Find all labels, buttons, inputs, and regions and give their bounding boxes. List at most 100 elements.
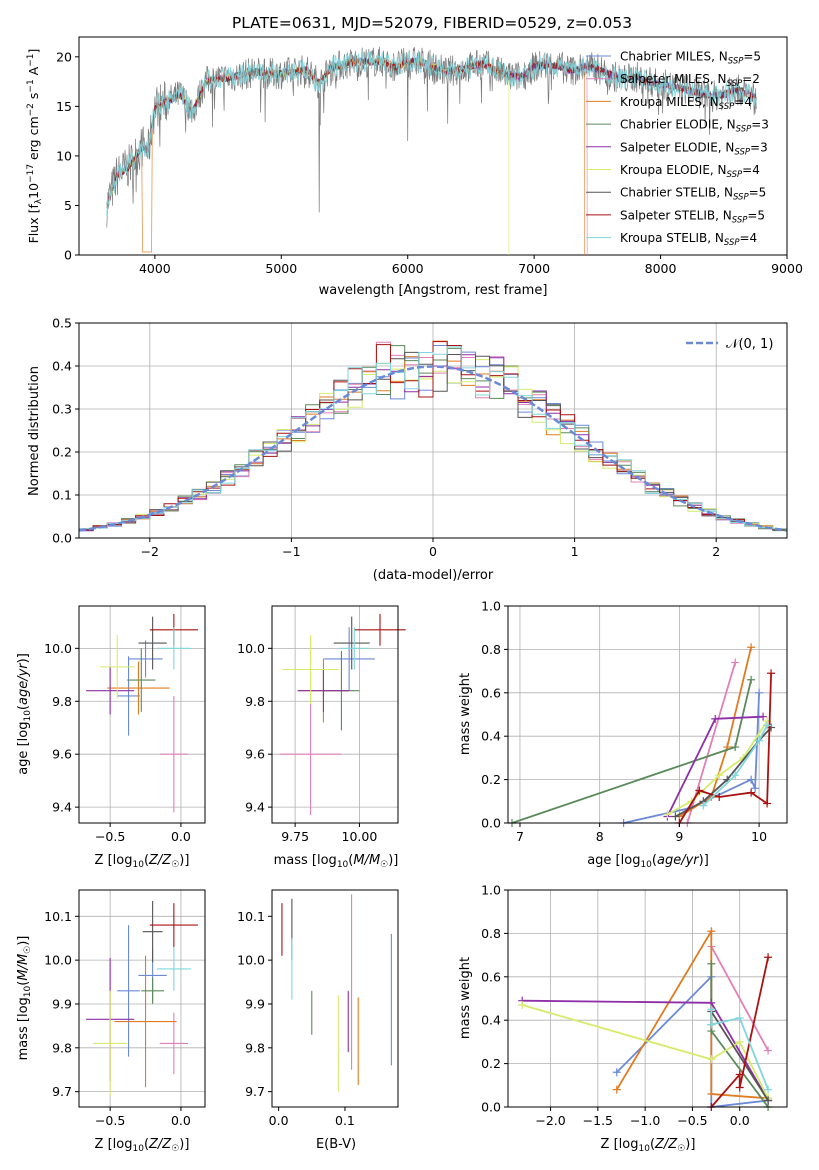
mw-age-point-marker: [747, 643, 756, 652]
mw-age-point-marker: [663, 810, 672, 819]
mw-age-xtick-label: 8: [596, 829, 604, 844]
spectrum-xtick-label: 8000: [645, 261, 677, 276]
mw-z-point-marker: [764, 953, 773, 962]
mw-age-xtick-label: 7: [516, 829, 524, 844]
mw-z-ytick-label: 1.0: [481, 883, 501, 898]
spectrum-ytick-label: 10: [56, 148, 72, 163]
histogram-ytick-label: 0.4: [52, 359, 72, 374]
legend-label: Salpeter MILES, NSSP=2: [620, 72, 760, 89]
legend-label: Salpeter ELODIE, NSSP=3: [620, 140, 768, 157]
mw-age-point-marker: [699, 801, 708, 810]
mw-z-series-line: [521, 1004, 769, 1099]
mass-ebv-errorbars: [281, 894, 392, 1092]
histogram-ylabel: Normed distribution: [27, 366, 42, 496]
spectrum-xtick-label: 9000: [771, 261, 803, 276]
age-z-axes-frame: [78, 605, 206, 824]
mw-z-xtick-label: 0.0: [730, 1113, 750, 1128]
histogram-xtick-label: 2: [712, 544, 720, 559]
spectrum-ylabel: Flux [fλ10−17 erg cm−2 s−1 A−1]: [26, 49, 44, 244]
mass-z-ytick-label: 10.0: [44, 953, 72, 968]
mass-z-xtick-label: 0.0: [171, 1113, 191, 1128]
mw-z-xtick-label: −1.5: [583, 1113, 613, 1128]
mass-z-ytick-label: 9.9: [52, 996, 72, 1011]
spectrum-ytick-label: 5: [64, 198, 72, 213]
massweight-vs-metallicity-panel: −2.0 −1.5 −1.0 −0.5 0.0 0.0 0.2 0.4 0.6 0.8 1.0 ma…: [458, 883, 788, 1154]
age-z-ytick-label: 9.8: [52, 694, 72, 709]
mw-z-point-marker: [612, 1068, 621, 1077]
mw-age-lines: [507, 643, 776, 827]
mw-z-grid: [508, 889, 787, 1108]
histogram-step-line: [78, 346, 787, 532]
mw-age-grid: [508, 605, 787, 824]
legend-label: Kroupa STELIB, NSSP=4: [620, 231, 757, 248]
mw-z-xlabel: Z [log10(Z/Z☉)]: [601, 1137, 696, 1154]
histogram-xtick-label: 1: [571, 544, 579, 559]
mw-age-ytick-label: 0.0: [481, 816, 501, 831]
mw-age-ylabel: mass weight: [458, 673, 473, 755]
age-vs-metallicity-panel: −0.5 0.0 9.4 9.6 9.8 10.0 age [log10(age/yr)]…: [16, 605, 206, 870]
mass-z-ytick-label: 9.8: [52, 1040, 72, 1055]
mw-z-ylabel: mass weight: [458, 957, 473, 1039]
mass-vs-extinction-panel: 0.0 0.1 9.7 9.8 9.9 10.0 10.1 E(B-V): [237, 889, 399, 1152]
mass-z-xtick-label: −0.5: [95, 1113, 125, 1128]
mw-z-xtick-label: −1.0: [630, 1113, 660, 1128]
mw-z-ytick-label: 0.4: [481, 1013, 501, 1028]
mass-ebv-ytick-label: 9.9: [245, 996, 265, 1011]
histogram-legend: 𝒩(0, 1): [686, 337, 773, 352]
histogram-ytick-label: 0.2: [52, 445, 72, 460]
mass-ebv-ticks: 0.0 0.1 9.7 9.8 9.9 10.0 10.1: [237, 909, 355, 1128]
age-mass-xtick-label: 9.75: [281, 829, 309, 844]
mw-z-axes-frame: [507, 889, 788, 1108]
spectrum-legend: Chabrier MILES, NSSP=5 Salpeter MILES, NS…: [586, 50, 769, 248]
mass-ebv-ytick-label: 10.1: [237, 909, 265, 924]
mw-z-ytick-label: 0.2: [481, 1056, 501, 1071]
histogram-steps: [78, 340, 788, 532]
mw-z-series-line: [710, 945, 769, 1052]
spectrum-axes-frame: [78, 36, 788, 256]
mw-z-point-marker: [612, 1085, 621, 1094]
mw-age-ticks: 7 8 9 10 0.0 0.2 0.4 0.6 0.8 1.0: [481, 599, 767, 845]
mass-z-ticks: −0.5 0.0 9.7 9.8 9.9 10.0 10.1: [44, 909, 191, 1128]
histogram-ytick-label: 0.1: [52, 488, 72, 503]
mw-age-point-marker: [763, 721, 772, 730]
mw-age-point-marker: [751, 784, 760, 793]
mw-z-xtick-label: −0.5: [677, 1113, 707, 1128]
mw-age-point-marker: [695, 786, 704, 795]
mw-age-point-marker: [671, 812, 680, 821]
histogram-ytick-label: 0.3: [52, 402, 72, 417]
mw-age-xtick-label: 10: [751, 829, 767, 844]
histogram-ytick-label: 0.0: [52, 531, 72, 546]
mw-age-xlabel: age [log10(age/yr)]: [587, 853, 709, 870]
mass-z-grid: [79, 890, 205, 1107]
mw-age-point-marker: [747, 788, 756, 797]
mw-age-point-marker: [715, 771, 724, 780]
spectrum-panel: 4000 5000 6000 7000 8000 9000 0 5 10 15 20 Chabrie…: [26, 36, 803, 298]
mw-z-point-marker: [707, 1055, 716, 1064]
mw-age-ytick-label: 0.6: [481, 685, 501, 700]
spectrum-ytick-label: 20: [56, 49, 72, 64]
mw-z-point-marker: [735, 1083, 744, 1092]
histogram-xtick-label: −2: [141, 544, 159, 559]
normal-curve-line: [78, 365, 788, 532]
mw-age-series-line: [702, 724, 768, 807]
mw-age-point-marker: [731, 743, 740, 752]
age-z-errorbars: [86, 613, 198, 813]
spectrum-xtick-label: 7000: [518, 261, 550, 276]
legend-label: Chabrier MILES, NSSP=5: [620, 50, 761, 67]
mw-z-ytick-label: 0.0: [481, 1100, 501, 1115]
mw-age-point-marker: [731, 771, 740, 780]
mw-age-point-marker: [755, 688, 764, 697]
mw-z-ytick-label: 0.6: [481, 969, 501, 984]
age-z-xtick-label: −0.5: [95, 829, 125, 844]
age-z-ytick-label: 10.0: [44, 641, 72, 656]
age-z-xtick-label: 0.0: [171, 829, 191, 844]
mw-age-axes-frame: [507, 605, 788, 824]
model-spectrum-line: [106, 57, 757, 208]
age-z-ytick-label: 9.6: [52, 747, 72, 762]
age-mass-ytick-label: 9.4: [245, 800, 265, 815]
histogram-ytick-label: 0.5: [52, 316, 72, 331]
mw-z-ticks: −2.0 −1.5 −1.0 −0.5 0.0 0.0 0.2 0.4 0.6 0.8 1.0: [481, 883, 750, 1129]
mw-age-point-marker: [759, 712, 768, 721]
mw-age-series-line: [511, 679, 752, 824]
